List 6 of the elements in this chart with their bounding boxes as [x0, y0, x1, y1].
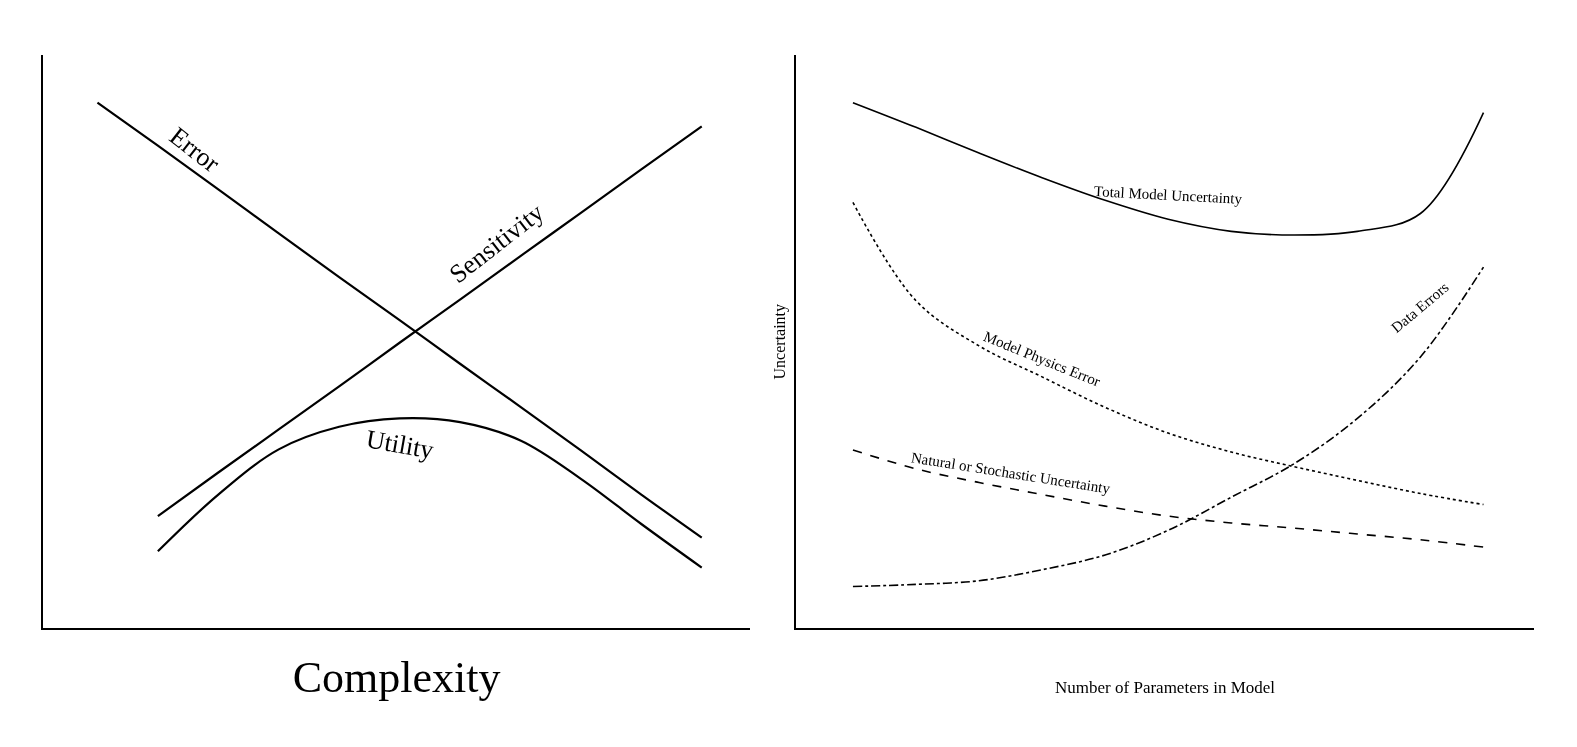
series-label: Total Model Uncertainty	[1093, 183, 1243, 207]
x-axis-title: Complexity	[292, 653, 501, 703]
x-axis-title: Number of Parameters in Model	[1055, 678, 1276, 698]
text: Natural or Stochastic Uncertainty	[909, 449, 1112, 497]
y-axis-title: Uncertainty	[770, 303, 789, 380]
text: Utility	[363, 424, 436, 465]
